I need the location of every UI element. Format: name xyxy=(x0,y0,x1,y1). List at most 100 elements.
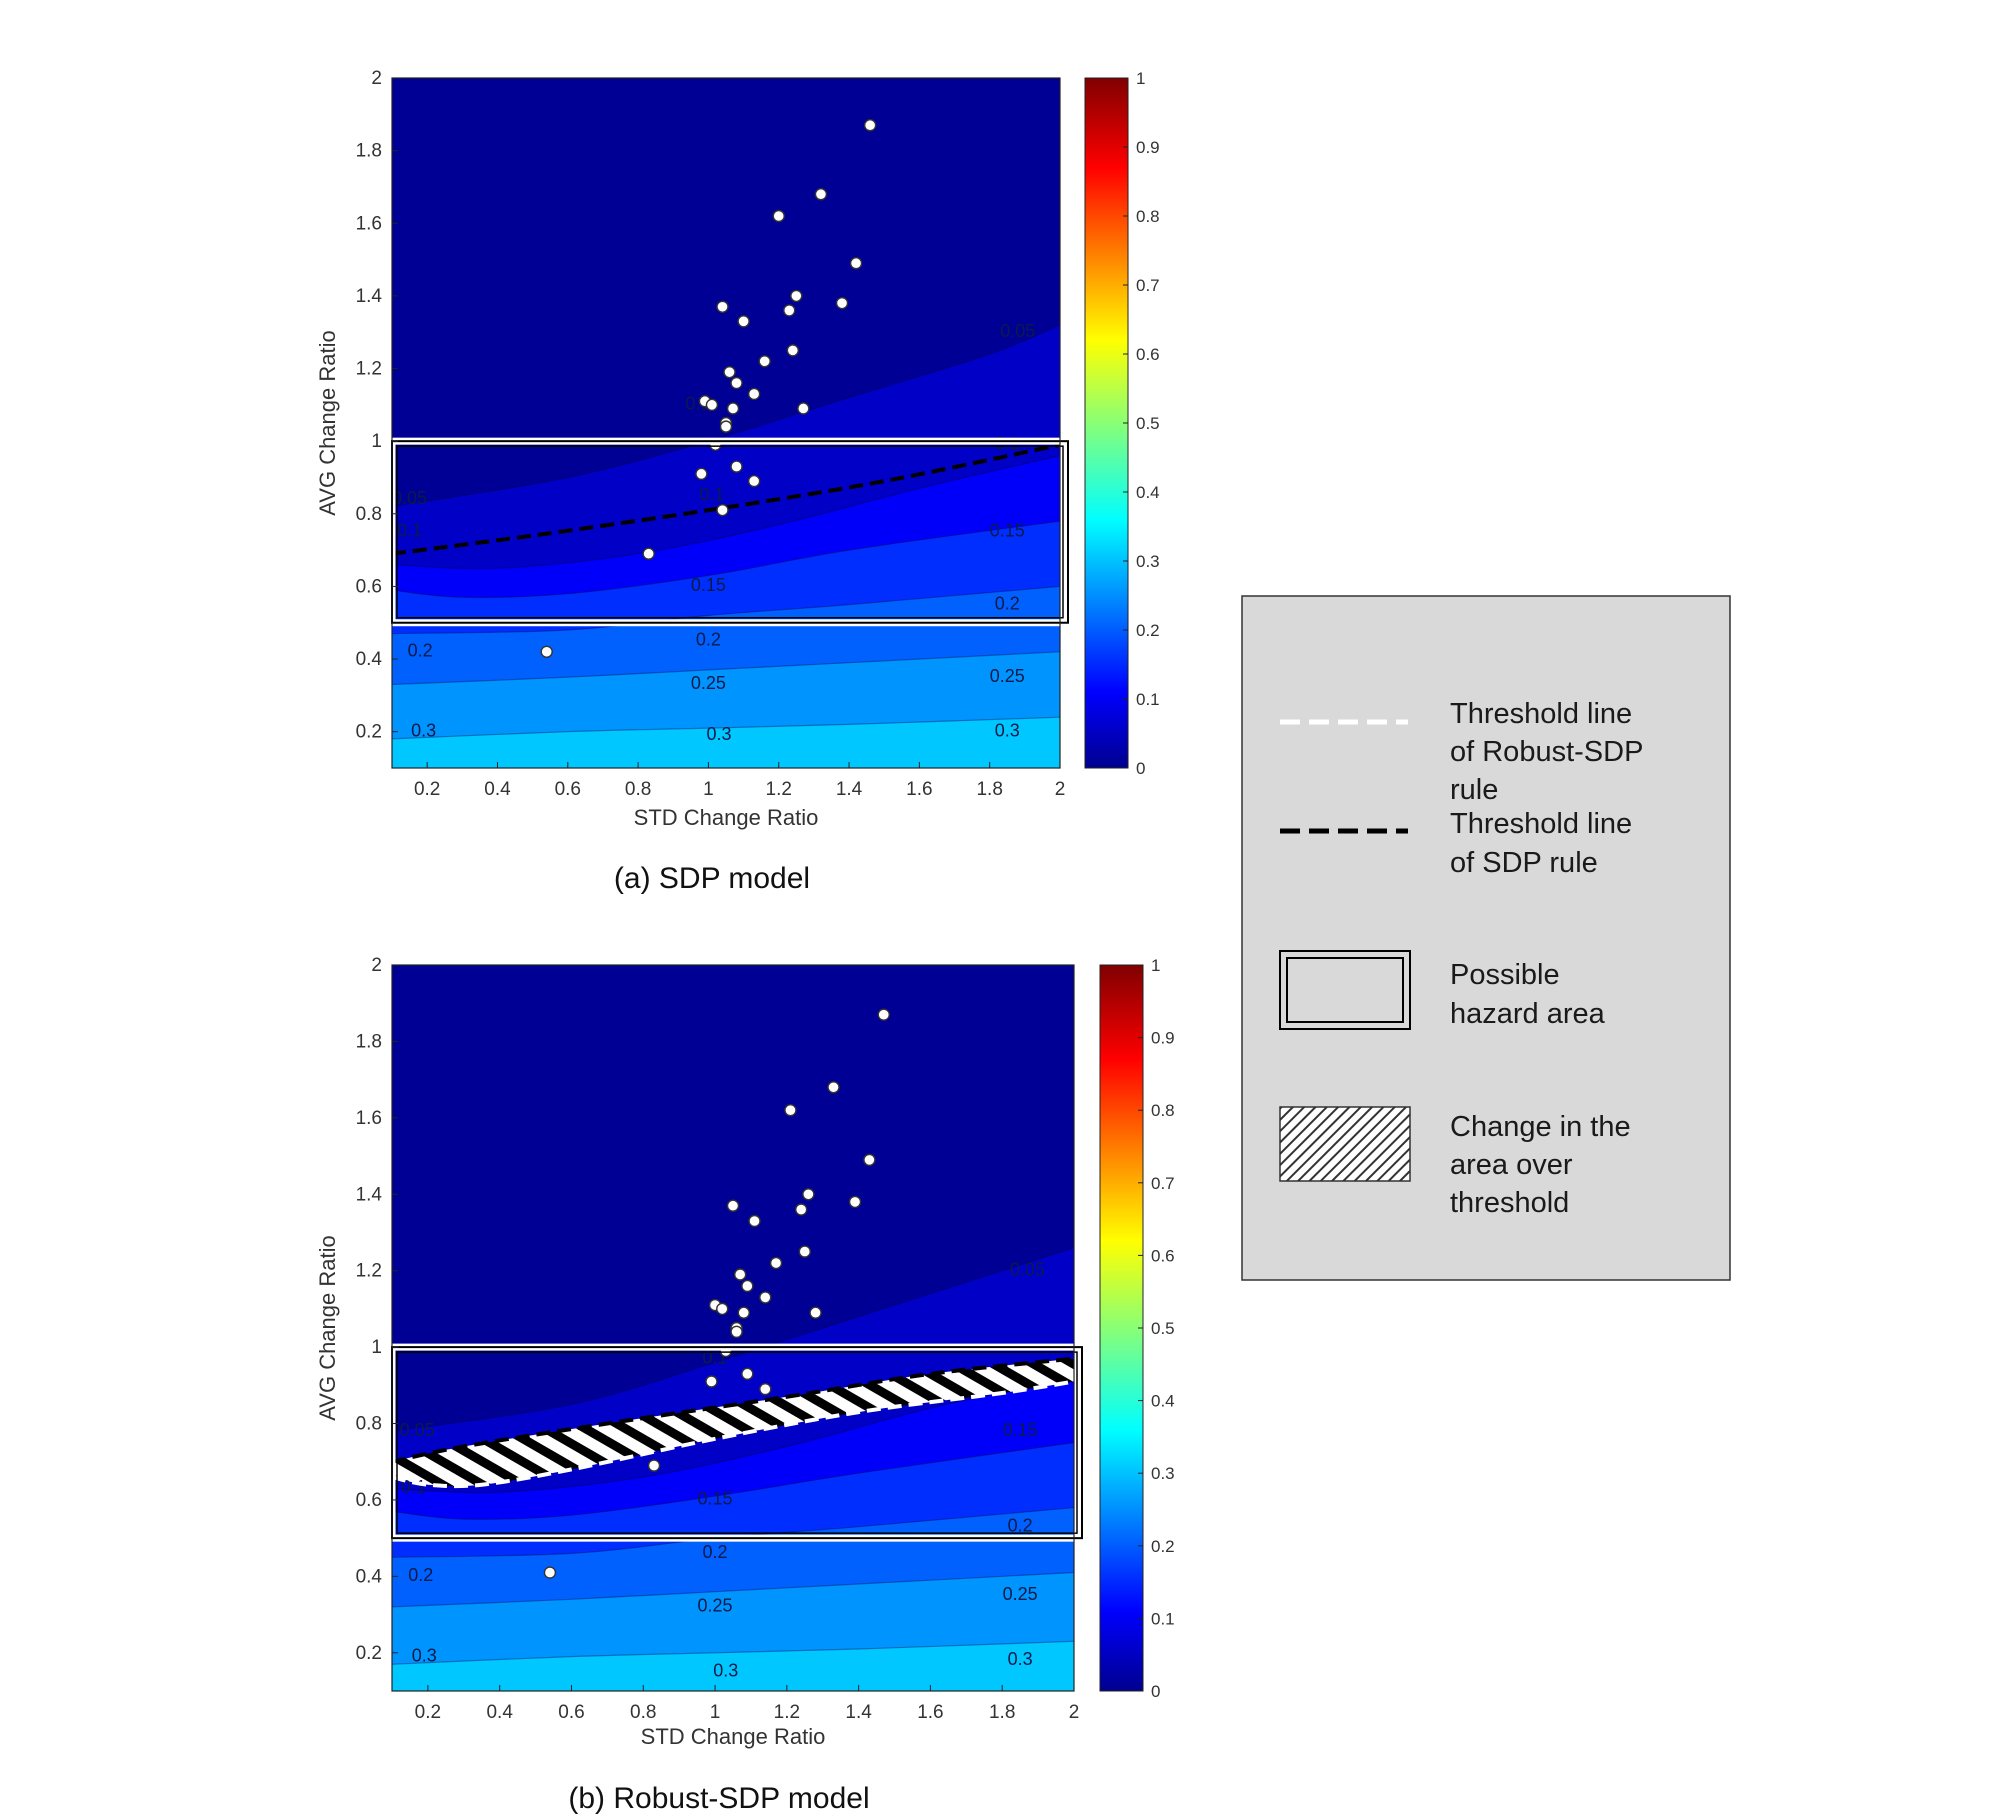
robust-x-tick-label: 2 xyxy=(1069,1702,1080,1723)
sdp-colorbar-tick-label: 0.5 xyxy=(1136,414,1160,433)
sdp-x-tick-label: 1.6 xyxy=(906,779,932,800)
sdp-colorbar: 0 0.1 0.2 0.3 0.4 0.5 0.6 0.7 0.8 0.9 1 xyxy=(1084,69,1160,778)
robust-colorbar-tick-label: 0.8 xyxy=(1151,1101,1175,1120)
robust-y-tick-label: 0.4 xyxy=(356,1566,383,1587)
robust-contour-line-0.15 xyxy=(392,1442,1074,1520)
sdp-colorbar-tick-label: 0.8 xyxy=(1136,207,1160,226)
robust-data-point xyxy=(741,1279,754,1293)
sdp-x-tick-label: 0.2 xyxy=(414,779,440,800)
sdp-data-point xyxy=(716,300,729,313)
robust-contour-label: 0.3 xyxy=(713,1661,738,1681)
sdp-contour-label: 0.05 xyxy=(1000,321,1035,341)
sdp-x-tick-label: 1.8 xyxy=(976,779,1002,800)
robust-x-tick-label: 1.4 xyxy=(845,1702,872,1723)
sdp-contour-line-0.05 xyxy=(392,324,1060,508)
robust-hazard-area-inner xyxy=(396,1351,1078,1534)
sdp-contour-label: 0.3 xyxy=(995,720,1020,740)
panel-robust-sdp-model: 0.050.10.050.10.150.150.20.20.20.250.250… xyxy=(315,955,1175,1814)
sdp-data-point xyxy=(730,376,743,390)
robust-colorbar-gradient xyxy=(1099,964,1144,1692)
robust-colorbar-tick-label: 0 xyxy=(1151,1682,1160,1701)
sdp-contour-label: 0.3 xyxy=(706,724,731,744)
robust-data-point xyxy=(863,1153,876,1167)
sdp-y-tick-label: 1.2 xyxy=(356,359,382,380)
robust-hatched-change-area xyxy=(392,1358,1074,1487)
robust-caption: (b) Robust-SDP model xyxy=(568,1782,869,1814)
robust-colorbar-tick-label: 0.2 xyxy=(1151,1537,1175,1556)
sdp-data-point xyxy=(863,119,877,132)
robust-colorbar-tick-label: 0.6 xyxy=(1151,1246,1175,1265)
robust-y-tick-label: 1.4 xyxy=(356,1184,383,1205)
robust-data-point xyxy=(795,1203,808,1216)
robust-data-point xyxy=(802,1188,815,1201)
robust-contour-label: 0.3 xyxy=(1008,1649,1033,1669)
sdp-contour-band-0.3 xyxy=(392,717,1060,768)
sdp-y-tick-label: 0.2 xyxy=(356,722,382,743)
sdp-data-point xyxy=(747,387,761,401)
robust-data-point xyxy=(769,1256,783,1270)
robust-x-tick-label: 1.6 xyxy=(917,1702,943,1723)
robust-colorbar-tick-label: 0.1 xyxy=(1151,1609,1175,1628)
sdp-axes-frame xyxy=(391,77,1061,769)
legend-change-label-2: area over xyxy=(1450,1149,1573,1181)
robust-contour-label: 0.05 xyxy=(400,1420,435,1440)
robust-contour-line-0.1 xyxy=(392,1377,1074,1494)
sdp-contour-label: 0.25 xyxy=(691,673,726,693)
robust-data-point xyxy=(647,1459,661,1472)
robust-data-point xyxy=(809,1306,822,1319)
robust-data-point xyxy=(848,1195,862,1209)
legend-change-label-3: threshold xyxy=(1450,1187,1569,1219)
sdp-data-point xyxy=(758,355,771,368)
legend-hazard-swatch-outer xyxy=(1279,950,1411,1030)
robust-axes-frame xyxy=(391,964,1075,1692)
sdp-y-tick-label: 1.6 xyxy=(356,213,382,234)
sdp-contour-line-0.2 xyxy=(392,585,1060,635)
sdp-data-point xyxy=(730,460,743,473)
sdp-hazard-area-inner xyxy=(396,445,1064,619)
legend-hazard-swatch-inner xyxy=(1286,957,1404,1023)
panel-sdp-model: 0.050.10.050.10.10.10.150.150.20.20.20.2… xyxy=(315,68,1160,895)
legend-robust-label-2: of Robust-SDP xyxy=(1450,736,1643,768)
sdp-data-point xyxy=(835,296,849,310)
sdp-y-axis-title: AVG Change Ratio xyxy=(315,330,340,515)
robust-colorbar-tick-label: 1 xyxy=(1151,956,1160,975)
sdp-data-point xyxy=(849,257,863,270)
sdp-data-point xyxy=(786,344,799,357)
robust-contour-label: 0.25 xyxy=(698,1596,733,1616)
sdp-data-point xyxy=(737,315,750,328)
sdp-data-point xyxy=(540,645,553,658)
sdp-data-point xyxy=(726,402,740,415)
sdp-contour-label: 0.2 xyxy=(995,593,1020,613)
robust-contour-label: 0.2 xyxy=(408,1565,433,1585)
sdp-data-point xyxy=(716,503,729,517)
sdp-axes: 0.2 0.4 0.6 0.8 1 1.2 1.4 1.6 1.8 2 0.2 0.4 0.6 0.8 1 1… xyxy=(356,68,1072,800)
sdp-x-tick-label: 1.2 xyxy=(766,779,792,800)
sdp-colorbar-tick-label: 0.3 xyxy=(1136,552,1160,571)
robust-colorbar-tick-label: 0.4 xyxy=(1151,1392,1175,1411)
robust-x-tick-label: 0.8 xyxy=(630,1702,656,1723)
sdp-y-tick-label: 0.6 xyxy=(356,576,382,597)
legend-sdp-label-1: Threshold line xyxy=(1450,808,1632,840)
robust-data-point xyxy=(748,1214,761,1228)
sdp-data-point xyxy=(642,547,655,560)
sdp-data-point xyxy=(695,467,708,481)
sdp-colorbar-tick-label: 0.2 xyxy=(1136,621,1160,640)
robust-y-tick-label: 2 xyxy=(371,955,382,976)
robust-data-point xyxy=(733,1268,747,1281)
sdp-x-tick-label: 1 xyxy=(703,779,714,800)
legend-hazard-label-2: hazard area xyxy=(1450,998,1606,1030)
sdp-y-tick-label: 1.8 xyxy=(356,141,382,162)
robust-sdp-threshold-line xyxy=(392,1356,1074,1464)
robust-data-point xyxy=(759,1382,772,1396)
robust-data-point xyxy=(730,1325,743,1339)
sdp-colorbar-tick-label: 0.1 xyxy=(1136,690,1160,709)
robust-x-tick-label: 1 xyxy=(710,1702,721,1723)
sdp-y-tick-label: 0.4 xyxy=(356,649,383,670)
sdp-contour-line-0.15 xyxy=(392,520,1060,599)
sdp-contour-label: 0.2 xyxy=(408,641,433,661)
sdp-contour-label: 0.3 xyxy=(411,720,436,740)
robust-y-tick-label: 1.2 xyxy=(356,1261,382,1282)
robust-x-tick-label: 0.2 xyxy=(415,1702,441,1723)
robust-contour-plot: 0.050.10.050.10.150.150.20.20.20.250.250… xyxy=(392,965,1074,1691)
robust-colorbar-tick-label: 0.9 xyxy=(1151,1029,1175,1048)
